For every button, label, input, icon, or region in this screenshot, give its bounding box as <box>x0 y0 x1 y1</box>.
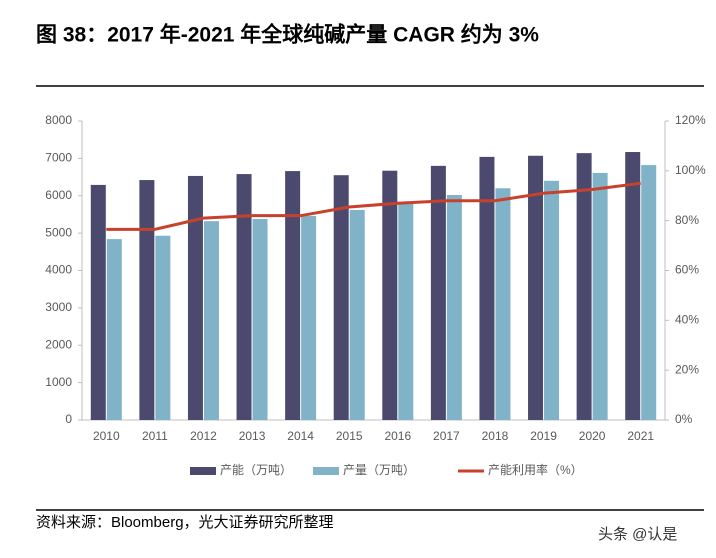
x-tick-label: 2021 <box>627 429 654 443</box>
bar <box>301 215 317 420</box>
line <box>106 181 641 231</box>
bar <box>398 203 414 420</box>
y-tick-label: 2000 <box>45 337 72 351</box>
y-tick-label: 1000 <box>45 375 72 389</box>
source: 资料来源：Bloomberg，光大证券研究所整理 <box>36 514 334 531</box>
bar <box>592 172 608 420</box>
bar <box>625 152 641 421</box>
chart-title: 图 38：2017 年-2021 年全球纯碱产量 CAGR 约为 3% <box>36 23 539 47</box>
x-tick-label: 2019 <box>530 429 557 443</box>
bar <box>155 235 171 420</box>
y-tick-label: 0 <box>65 412 72 426</box>
y2-tick-label: 40% <box>675 313 699 327</box>
x-tick-label: 2016 <box>384 429 411 443</box>
y-tick-label: 5000 <box>45 225 72 239</box>
x-tick-label: 2020 <box>579 429 606 443</box>
bar <box>252 218 268 420</box>
bar <box>333 175 349 420</box>
y2-tick-label: 20% <box>675 362 699 376</box>
bar <box>576 153 592 420</box>
x-tick-label: 2018 <box>482 429 509 443</box>
bar <box>187 175 203 420</box>
bar <box>495 188 511 420</box>
bar <box>106 239 122 420</box>
bar <box>446 195 462 420</box>
bar <box>382 170 398 420</box>
y-tick-label: 7000 <box>45 151 72 165</box>
bar <box>90 184 106 420</box>
x-tick-label: 2014 <box>287 429 314 443</box>
bar <box>430 165 446 420</box>
x-tick-label: 2017 <box>433 429 460 443</box>
y2-tick-label: 100% <box>675 163 706 177</box>
y2-tick-label: 60% <box>675 263 699 277</box>
y2-tick-label: 80% <box>675 213 699 227</box>
watermark: 头条 @认是 <box>598 526 677 543</box>
y-tick-label: 8000 <box>45 113 72 127</box>
x-tick-label: 2015 <box>336 429 363 443</box>
bar <box>528 155 544 421</box>
bar <box>236 174 252 420</box>
y2-tick-label: 120% <box>675 113 706 127</box>
y-tick-label: 4000 <box>45 263 72 277</box>
x-tick-label: 2012 <box>190 429 217 443</box>
x-tick-label: 2010 <box>93 429 120 443</box>
bar <box>139 180 155 420</box>
y-tick-label: 6000 <box>45 188 72 202</box>
bar <box>544 180 560 420</box>
x-tick-label: 2013 <box>239 429 266 443</box>
bar <box>203 221 219 420</box>
bar <box>479 156 495 420</box>
y2-tick-label: 0% <box>675 412 693 426</box>
y-tick-label: 3000 <box>45 300 72 314</box>
bar <box>641 165 657 420</box>
legend-label: 产量（万吨） <box>343 463 415 477</box>
legend-swatch <box>313 467 339 475</box>
legend-swatch <box>190 467 216 475</box>
x-tick-label: 2011 <box>142 429 168 443</box>
legend-label: 产能利用率（%） <box>488 462 583 477</box>
bar <box>349 209 365 420</box>
legend-label: 产能（万吨） <box>220 463 292 477</box>
bar <box>285 171 301 420</box>
